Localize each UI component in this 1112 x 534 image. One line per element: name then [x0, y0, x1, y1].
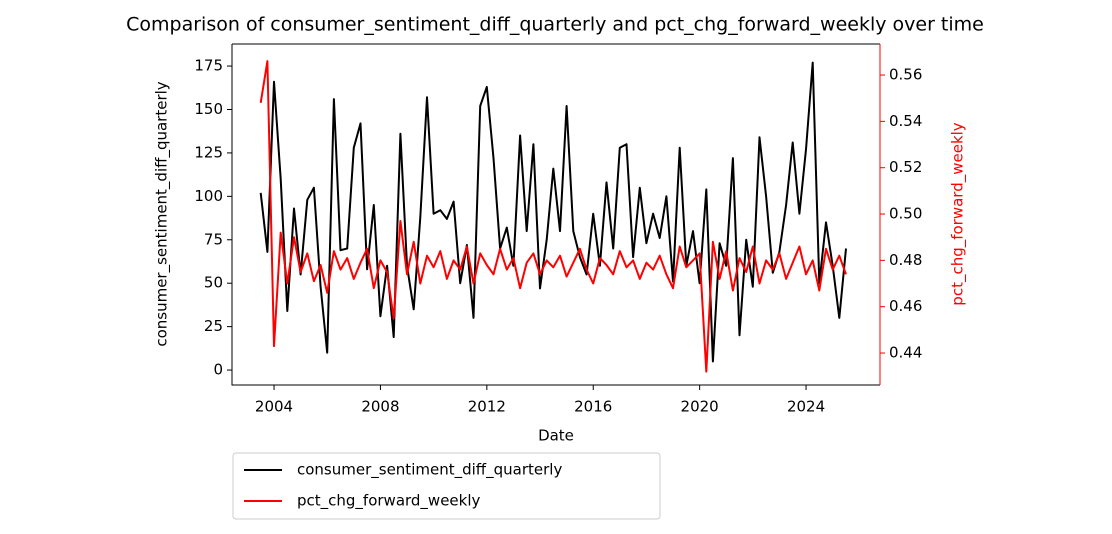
x-tick-label: 2008: [361, 398, 399, 416]
y2-tick-label: 0.54: [889, 112, 922, 130]
y2-tick-label: 0.50: [889, 205, 922, 223]
x-tick-label: 2012: [468, 398, 506, 416]
y2-tick-label: 0.44: [889, 344, 922, 362]
y2-tick-label: 0.56: [889, 66, 922, 84]
y2-tick-label: 0.48: [889, 251, 922, 269]
y-axis-label: consumer_sentiment_diff_quarterly: [153, 81, 172, 346]
x-tick-label: 2016: [574, 398, 612, 416]
y-tick-label: 150: [194, 100, 223, 118]
data-line: [259, 60, 847, 373]
x-tick-label: 2020: [681, 398, 719, 416]
chart-title: Comparison of consumer_sentiment_diff_qu…: [126, 14, 984, 36]
y2-tick-label: 0.52: [889, 158, 922, 176]
axis-spines: [231, 43, 880, 386]
x-tick-label: 2004: [255, 398, 293, 416]
y-tick-label: 25: [204, 317, 223, 335]
y2-tick-label: 0.46: [889, 297, 922, 315]
x-tick-label: 2024: [787, 398, 825, 416]
y-tick-label: 0: [213, 361, 223, 379]
data-line: [259, 61, 847, 363]
y-tick-label: 125: [194, 143, 223, 161]
y2-axis-label: pct_chg_forward_weekly: [949, 122, 968, 306]
legend-box: [232, 452, 661, 520]
legend-label: pct_chg_forward_weekly: [297, 492, 481, 511]
legend-label: consumer_sentiment_diff_quarterly: [297, 461, 562, 480]
y-tick-label: 50: [204, 274, 223, 292]
y-tick-label: 100: [194, 187, 223, 205]
y-tick-label: 75: [204, 230, 223, 248]
y-tick-label: 175: [194, 57, 223, 75]
x-axis-label: Date: [538, 427, 574, 445]
